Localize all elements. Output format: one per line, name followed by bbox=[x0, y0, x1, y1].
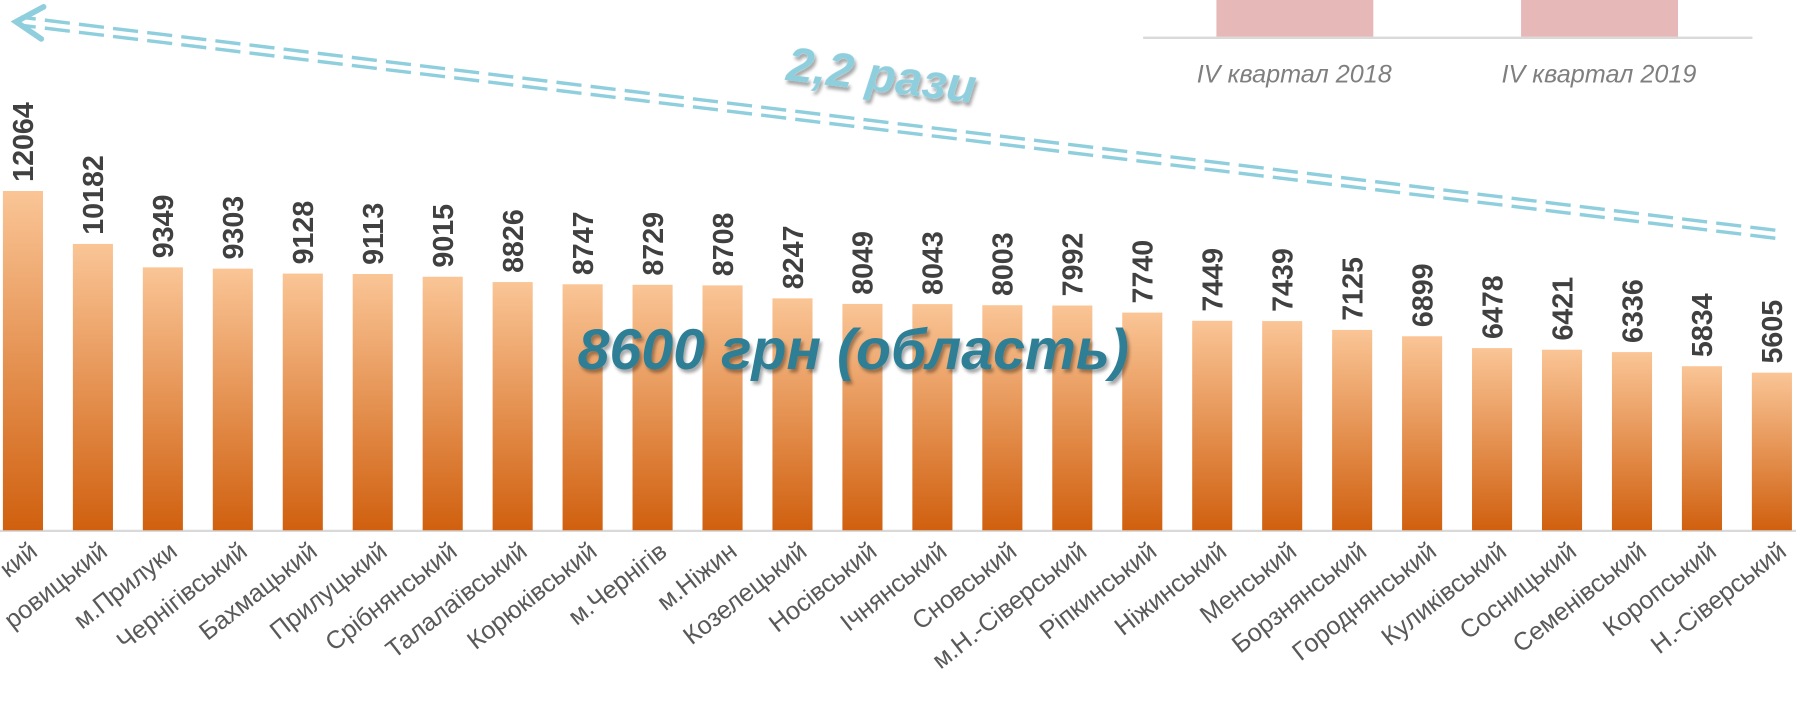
bar bbox=[912, 304, 953, 531]
value-label: 9128 bbox=[288, 201, 320, 265]
bar bbox=[1402, 336, 1443, 531]
legend-label: IV квартал 2018 bbox=[1197, 60, 1392, 88]
value-label: 7449 bbox=[1198, 248, 1230, 312]
bar bbox=[632, 284, 673, 531]
value-label: 8826 bbox=[498, 209, 530, 273]
bar bbox=[1332, 329, 1373, 531]
ratio-annotation: 2,2 рази bbox=[783, 37, 979, 114]
bar bbox=[1541, 349, 1583, 531]
value-label: 8747 bbox=[568, 211, 600, 275]
bar bbox=[1122, 312, 1163, 531]
category-label: кий bbox=[0, 537, 43, 583]
bar bbox=[492, 282, 533, 531]
bar bbox=[1052, 305, 1093, 531]
value-label: 12064 bbox=[8, 102, 40, 182]
value-label: 8247 bbox=[778, 226, 810, 290]
bar bbox=[212, 268, 253, 531]
bar bbox=[2, 191, 43, 531]
value-label: 8049 bbox=[848, 231, 880, 295]
bar bbox=[772, 298, 813, 531]
bar bbox=[282, 273, 323, 531]
value-label: 7740 bbox=[1128, 240, 1160, 304]
bar bbox=[142, 267, 183, 531]
bar bbox=[702, 285, 743, 531]
bar bbox=[422, 276, 463, 531]
bar bbox=[1681, 366, 1722, 531]
bar bbox=[1262, 321, 1303, 531]
bar bbox=[982, 305, 1023, 531]
value-label: 9349 bbox=[148, 195, 180, 259]
value-label: 10182 bbox=[78, 155, 110, 235]
bar bbox=[352, 273, 393, 531]
value-label: 5834 bbox=[1687, 293, 1719, 357]
value-label: 8003 bbox=[988, 232, 1020, 296]
bar bbox=[1192, 320, 1233, 531]
value-label: 7439 bbox=[1268, 248, 1300, 312]
value-label: 6421 bbox=[1547, 277, 1579, 341]
region-annotation: 8600 грн (область) bbox=[578, 318, 1129, 382]
bar bbox=[562, 284, 603, 531]
bar bbox=[72, 243, 113, 531]
value-label: 6478 bbox=[1477, 275, 1509, 339]
bar bbox=[1611, 352, 1653, 531]
legend-swatch bbox=[1216, 0, 1374, 37]
value-label: 6336 bbox=[1617, 279, 1649, 343]
value-label: 8043 bbox=[918, 231, 950, 295]
value-label: 9113 bbox=[358, 203, 390, 265]
bar bbox=[1751, 372, 1792, 531]
legend-swatch bbox=[1521, 0, 1678, 37]
value-label: 8729 bbox=[638, 212, 670, 276]
bar bbox=[1472, 348, 1513, 531]
value-label: 5605 bbox=[1757, 300, 1789, 364]
bar bbox=[842, 303, 883, 531]
trend-arrow bbox=[10, 4, 1776, 240]
legend-label: IV квартал 2019 bbox=[1501, 60, 1696, 88]
value-label: 7125 bbox=[1337, 257, 1369, 321]
value-label: 8708 bbox=[708, 212, 740, 276]
value-label: 9303 bbox=[218, 196, 250, 260]
value-label: 7992 bbox=[1058, 233, 1090, 297]
value-label: 9015 bbox=[428, 204, 460, 268]
value-label: 6899 bbox=[1407, 263, 1439, 327]
